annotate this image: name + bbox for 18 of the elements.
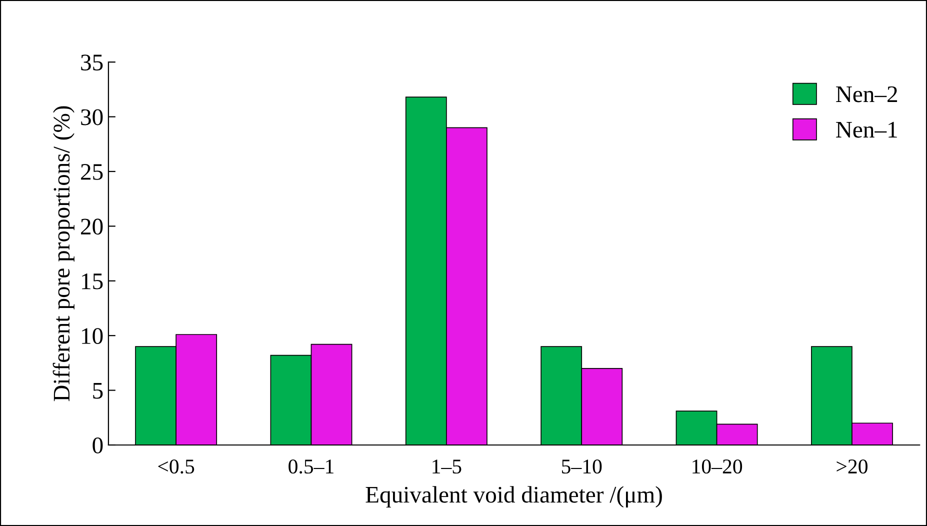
y-tick-label: 20 bbox=[81, 218, 103, 235]
x-tick-label: 5–10 bbox=[562, 459, 602, 474]
y-axis-title: Different pore proportions/ (%) bbox=[52, 106, 74, 402]
y-tick-label: 25 bbox=[81, 164, 103, 180]
x-axis-title: Equivalent void diameter /(μm) bbox=[366, 486, 662, 508]
x-tick-label: 0.5–1 bbox=[288, 459, 334, 474]
y-tick-label: 15 bbox=[82, 273, 103, 290]
x-tick-label: 10–20 bbox=[692, 459, 742, 474]
y-tick-label: 5 bbox=[93, 383, 103, 399]
y-tick-label: 10 bbox=[82, 328, 103, 344]
legend-label: Nen–2 bbox=[836, 86, 898, 102]
y-tick-label: 30 bbox=[81, 109, 103, 126]
x-tick-label: >20 bbox=[836, 459, 868, 474]
x-tick-label: <0.5 bbox=[158, 459, 194, 474]
y-tick-label: 0 bbox=[92, 437, 103, 454]
x-tick-label: 1–5 bbox=[432, 460, 462, 474]
legend-label: Nen–1 bbox=[836, 122, 897, 138]
y-tick-label: 35 bbox=[81, 54, 103, 70]
